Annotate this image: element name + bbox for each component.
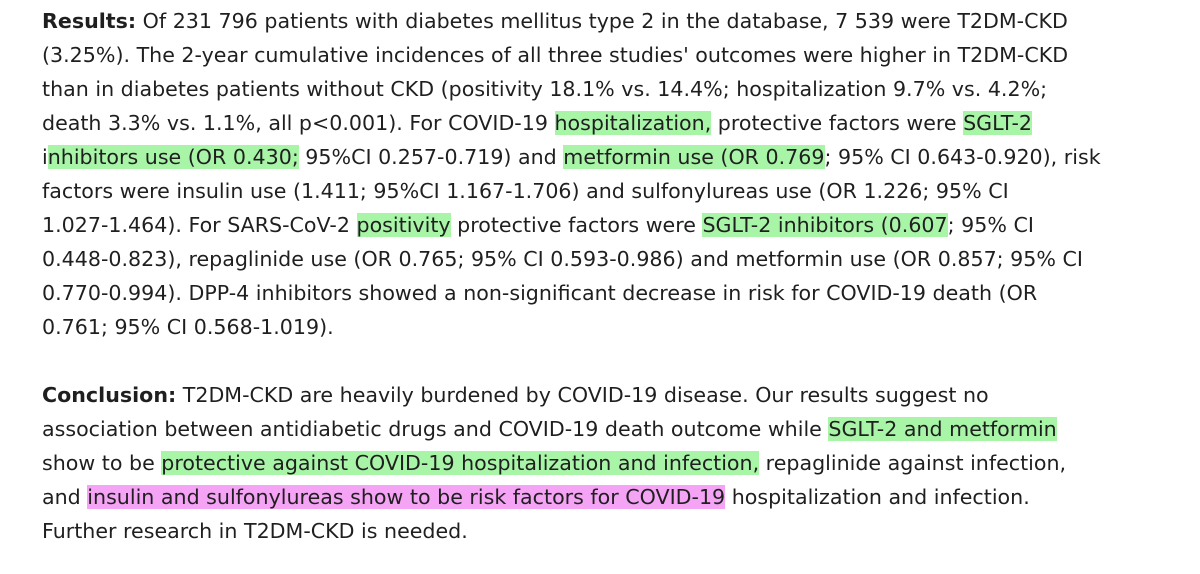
text-span: i bbox=[42, 145, 48, 169]
text-span: 1.027-1.464). For SARS-CoV-2 bbox=[42, 213, 357, 237]
text-span: protective factors were bbox=[450, 213, 703, 237]
results-line: 0.761; 95% CI 0.568-1.019). bbox=[42, 310, 334, 344]
text-span: and bbox=[42, 485, 88, 509]
highlighted-text-green: SGLT-2 bbox=[963, 111, 1032, 135]
text-span: (3.25%). The 2-year cumulative incidence… bbox=[42, 43, 1069, 67]
text-span: death 3.3% vs. 1.1%, all p<0.001). For C… bbox=[42, 111, 555, 135]
conclusion-heading: Conclusion: bbox=[42, 383, 177, 407]
text-span: 95%CI 0.257-0.719) and bbox=[298, 145, 564, 169]
highlighted-text-green: SGLT-2 inhibitors (0.607 bbox=[702, 213, 948, 237]
conclusion-line: Conclusion: T2DM-CKD are heavily burdene… bbox=[42, 378, 989, 412]
text-span: association between antidiabetic drugs a… bbox=[42, 417, 829, 441]
highlighted-text-green: SGLT-2 and metformin bbox=[828, 417, 1057, 441]
conclusion-line: association between antidiabetic drugs a… bbox=[42, 412, 1057, 446]
highlighted-text-green: metformin use (OR 0.769 bbox=[563, 145, 825, 169]
highlighted-text-green: positivity bbox=[356, 213, 451, 237]
results-line: death 3.3% vs. 1.1%, all p<0.001). For C… bbox=[42, 106, 1032, 140]
text-span: than in diabetes patients without CKD (p… bbox=[42, 77, 1048, 101]
text-span: protective factors were bbox=[711, 111, 964, 135]
text-span: hospitalization and infection. bbox=[725, 485, 1030, 509]
results-line: factors were insulin use (1.411; 95%CI 1… bbox=[42, 174, 1009, 208]
highlighted-text-green: protective against COVID-19 hospitalizat… bbox=[161, 451, 760, 475]
highlighted-text-green: nhibitors use (OR 0.430; bbox=[47, 145, 299, 169]
results-heading: Results: bbox=[42, 9, 137, 33]
results-line: than in diabetes patients without CKD (p… bbox=[42, 72, 1047, 106]
results-line: 0.770-0.994). DPP-4 inhibitors showed a … bbox=[42, 276, 1037, 310]
text-span: show to be bbox=[42, 451, 162, 475]
text-span: Further research in T2DM-CKD is needed. bbox=[42, 519, 468, 543]
conclusion-line: and insulin and sulfonylureas show to be… bbox=[42, 480, 1030, 514]
results-line: (3.25%). The 2-year cumulative incidence… bbox=[42, 38, 1068, 72]
text-span: T2DM-CKD are heavily burdened by COVID-1… bbox=[176, 383, 989, 407]
text-span: repaglinide against infection, bbox=[759, 451, 1067, 475]
text-span: factors were insulin use (1.411; 95%CI 1… bbox=[42, 179, 1009, 203]
text-span: 0.770-0.994). DPP-4 inhibitors showed a … bbox=[42, 281, 1038, 305]
text-span: Of 231 796 patients with diabetes mellit… bbox=[136, 9, 1068, 33]
text-span: 0.761; 95% CI 0.568-1.019). bbox=[42, 315, 334, 339]
results-line: 0.448-0.823), repaglinide use (OR 0.765;… bbox=[42, 242, 1083, 276]
highlighted-text-green: hospitalization, bbox=[554, 111, 712, 135]
results-line: Results: Of 231 796 patients with diabet… bbox=[42, 4, 1068, 38]
text-span: ; 95% CI bbox=[947, 213, 1034, 237]
conclusion-line: show to be protective against COVID-19 h… bbox=[42, 446, 1066, 480]
text-span: 0.448-0.823), repaglinide use (OR 0.765;… bbox=[42, 247, 1083, 271]
results-line: 1.027-1.464). For SARS-CoV-2 positivity … bbox=[42, 208, 1034, 242]
highlighted-text-pink: insulin and sulfonylureas show to be ris… bbox=[87, 485, 726, 509]
text-span: ; 95% CI 0.643-0.920), risk bbox=[824, 145, 1101, 169]
results-line: inhibitors use (OR 0.430; 95%CI 0.257-0.… bbox=[42, 140, 1101, 174]
conclusion-line: Further research in T2DM-CKD is needed. bbox=[42, 514, 468, 548]
